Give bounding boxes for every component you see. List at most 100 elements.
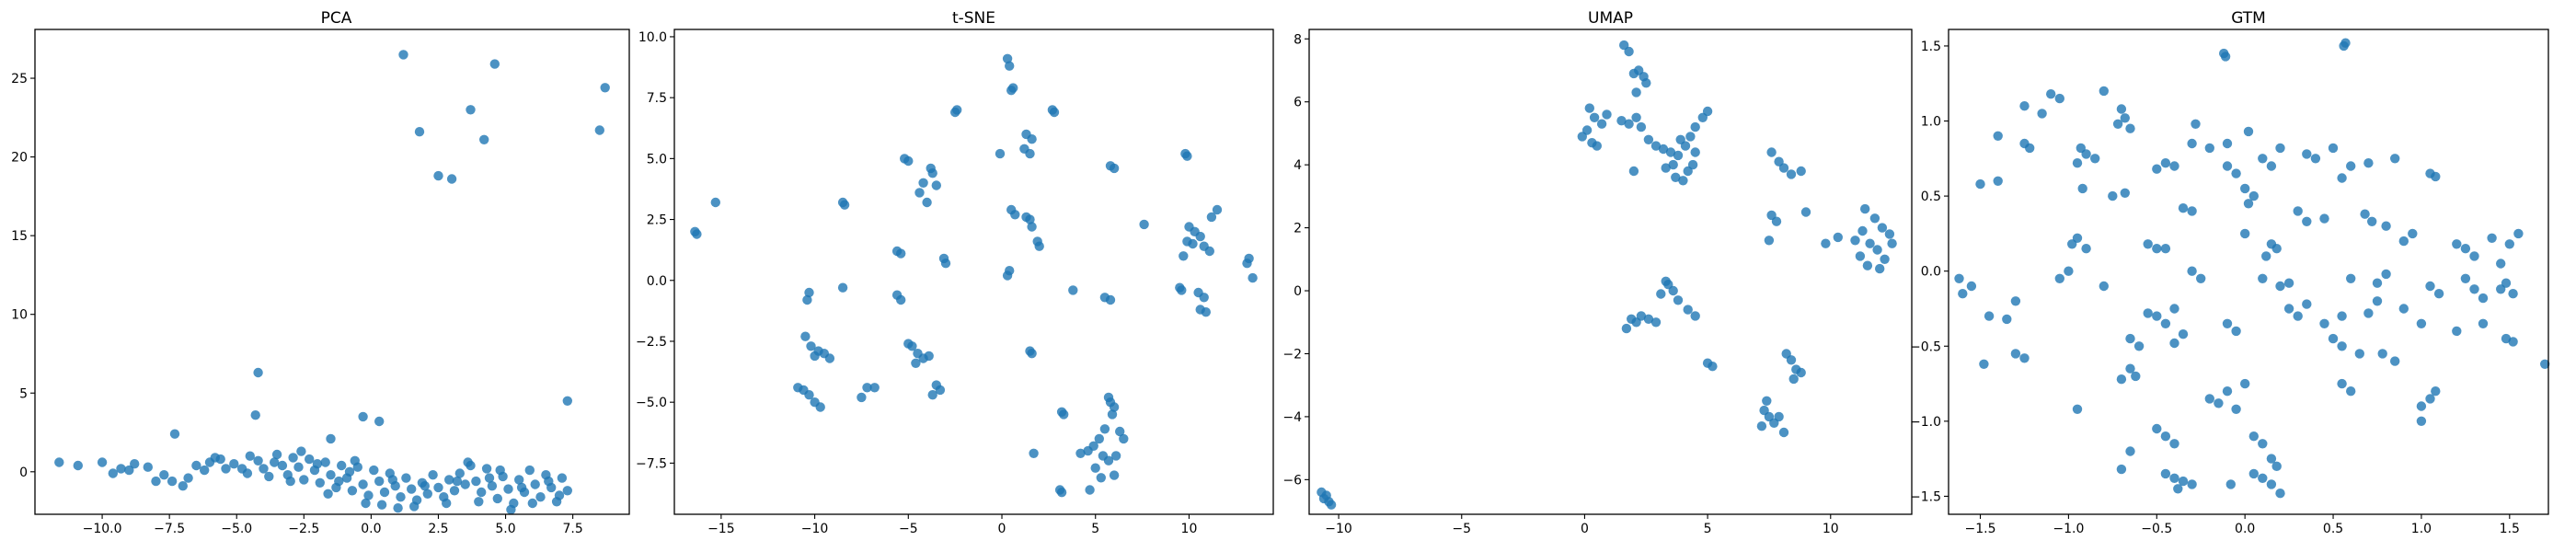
scatter-point — [1636, 121, 1647, 132]
scatter-point — [1887, 238, 1897, 248]
scatter-point — [2222, 138, 2233, 149]
scatter-point — [2452, 239, 2462, 249]
scatter-point — [839, 200, 850, 210]
scatter-point — [2496, 259, 2506, 269]
scatter-point — [2302, 299, 2312, 309]
scatter-point — [524, 465, 535, 476]
scatter-point — [2258, 154, 2268, 164]
scatter-point — [2337, 173, 2347, 183]
x-tick-label: −10 — [1325, 522, 1352, 536]
scatter-point — [2081, 244, 2091, 254]
scatter-point — [1182, 236, 1192, 247]
scatter-point — [2354, 349, 2364, 359]
scatter-point — [503, 484, 513, 494]
scatter-point — [2363, 158, 2374, 168]
scatter-point — [931, 180, 941, 190]
scatter-point — [1788, 374, 1799, 385]
scatter-point — [2160, 244, 2171, 254]
scatter-point — [562, 396, 572, 406]
scatter-point — [2222, 161, 2233, 171]
x-tick-label: 10 — [1181, 522, 1198, 536]
scatter-point — [1786, 169, 1797, 179]
scatter-point — [2346, 386, 2356, 397]
x-tick-label: −0.5 — [2141, 522, 2172, 536]
scatter-point — [2222, 386, 2233, 397]
scatter-point — [815, 402, 825, 412]
scatter-point — [1059, 409, 1069, 420]
scatter-point — [2112, 119, 2123, 129]
scatter-point — [446, 174, 457, 184]
scatter-point — [124, 465, 134, 476]
x-tick-label: 0.5 — [2323, 522, 2343, 536]
scatter-point — [1628, 166, 1639, 177]
scatter-point — [2416, 401, 2427, 411]
scatter-point — [2125, 123, 2135, 133]
scatter-point — [1624, 119, 1634, 129]
scatter-point — [2283, 304, 2294, 314]
scatter-point — [557, 473, 568, 483]
y-tick-label: 0.0 — [647, 274, 667, 289]
panel-title: GTM — [2231, 9, 2266, 28]
scatter-point — [2173, 484, 2183, 494]
scatter-point — [2169, 473, 2179, 483]
scatter-point — [1993, 176, 2003, 186]
scatter-point — [2019, 101, 2030, 111]
scatter-point — [2398, 236, 2409, 247]
scatter-point — [2187, 479, 2197, 489]
scatter-point — [2266, 479, 2277, 489]
scatter-point — [710, 197, 720, 208]
scatter-point — [1869, 213, 1880, 224]
scatter-point — [2120, 113, 2130, 123]
x-tick-label: 0.0 — [2235, 522, 2255, 536]
scatter-point — [2478, 293, 2489, 304]
scatter-point — [2302, 216, 2312, 226]
scatter-point — [1671, 172, 1681, 182]
scatter-point — [2191, 119, 2201, 129]
scatter-point — [2346, 273, 2356, 283]
scatter-point — [433, 170, 443, 181]
scatter-point — [2302, 149, 2312, 159]
scatter-point — [869, 383, 880, 393]
scatter-point — [2337, 378, 2347, 389]
scatter-point — [2187, 138, 2197, 149]
scatter-point — [1833, 232, 1844, 243]
scatter-point — [108, 468, 118, 478]
scatter-point — [2169, 161, 2179, 171]
scatter-point — [326, 433, 336, 444]
scatter-point — [479, 134, 489, 144]
scatter-point — [2319, 213, 2329, 224]
scatter-point — [1771, 216, 1782, 226]
scatter-point — [167, 476, 178, 487]
scatter-point — [1182, 151, 1192, 161]
scatter-point — [2381, 221, 2391, 231]
scatter-point — [444, 475, 454, 485]
scatter-point — [2337, 341, 2347, 351]
scatter-point — [554, 490, 565, 500]
scatter-point — [1195, 305, 1205, 315]
y-tick-label: 0 — [1294, 284, 1302, 299]
panel-title: PCA — [321, 9, 352, 28]
scatter-point — [903, 155, 914, 167]
y-tick-label: 8 — [1294, 32, 1302, 47]
scatter-point — [178, 481, 188, 491]
scatter-point — [1105, 294, 1116, 305]
scatter-point — [1756, 421, 1767, 431]
scatter-point — [2258, 473, 2268, 483]
scatter-point — [2310, 154, 2321, 164]
scatter-point — [347, 486, 358, 496]
panel-title: UMAP — [1588, 9, 1633, 28]
scatter-point — [169, 429, 180, 439]
scatter-point — [1085, 485, 1095, 495]
panel-title: t-SNE — [952, 9, 995, 28]
scatter-point — [2266, 161, 2277, 171]
scatter-point — [600, 83, 610, 93]
scatter-point — [484, 473, 495, 483]
scatter-point — [1624, 46, 1634, 57]
scatter-point — [387, 475, 397, 485]
scatter-point — [1616, 116, 1627, 126]
scatter-point — [1068, 285, 1078, 295]
scatter-point — [1984, 311, 1995, 321]
scatter-point — [2143, 239, 2153, 249]
scatter-point — [1029, 448, 1039, 458]
